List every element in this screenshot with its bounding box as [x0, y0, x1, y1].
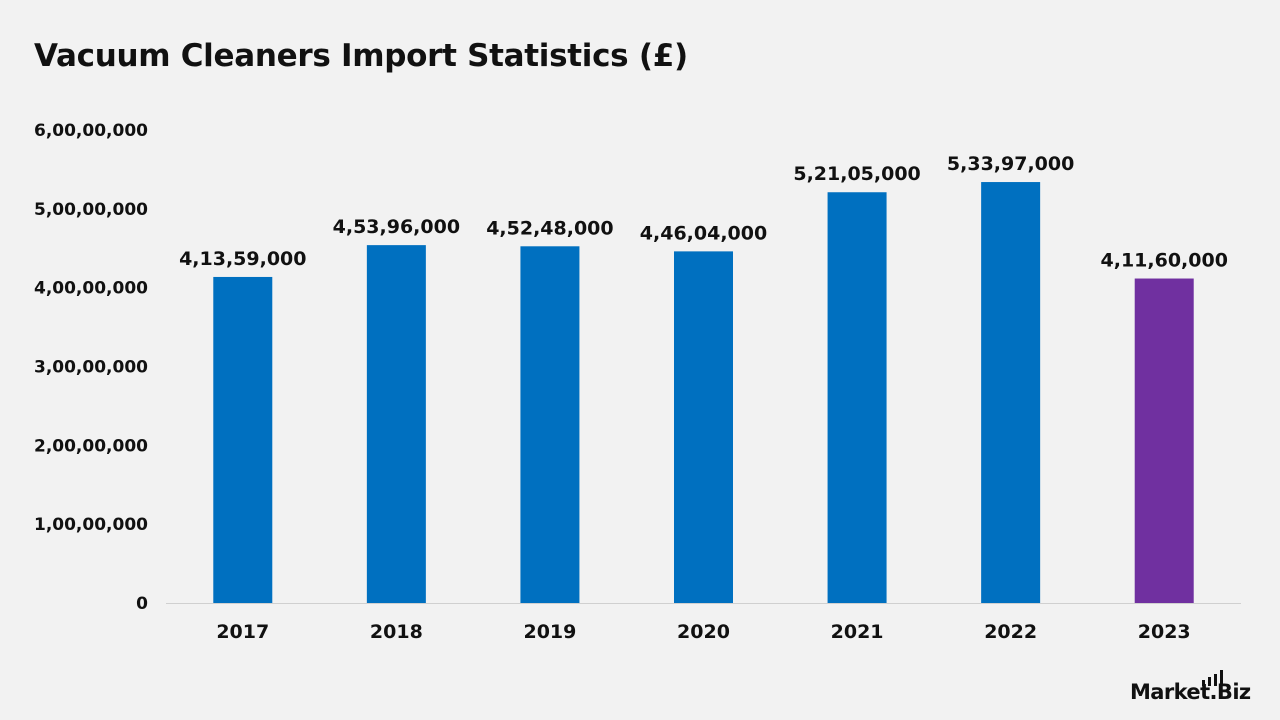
y-axis-tick-labels: 0 1,00,00,000 2,00,00,000 3,00,00,000 4,00,0…: [34, 121, 148, 614]
value-label-2018: 4,53,96,000: [333, 216, 460, 238]
value-label-2020: 4,46,04,000: [640, 222, 767, 244]
value-label-2022: 5,33,97,000: [947, 153, 1074, 175]
bar-2019: [520, 246, 580, 604]
y-tick-label: 6,00,00,000: [34, 121, 148, 141]
category-label-2018: 2018: [370, 621, 423, 643]
bar-2018: [366, 245, 426, 603]
bar-2017: [213, 276, 273, 603]
category-label-2021: 2021: [831, 621, 884, 643]
chart-title: Vacuum Cleaners Import Statistics (£): [34, 38, 688, 74]
y-tick-label: 0: [136, 594, 148, 614]
category-label-2019: 2019: [523, 621, 576, 643]
value-label-2021: 5,21,05,000: [793, 163, 920, 185]
value-label-2017: 4,13,59,000: [179, 248, 306, 270]
y-tick-label: 4,00,00,000: [34, 279, 148, 299]
signal-bars-icon: [1202, 670, 1223, 686]
bar-2023: [1134, 278, 1194, 603]
category-label-2017: 2017: [216, 621, 269, 643]
y-tick-label: 2,00,00,000: [34, 436, 148, 456]
category-label-2023: 2023: [1138, 621, 1191, 643]
bars: [213, 182, 1194, 604]
y-tick-label: 1,00,00,000: [34, 515, 148, 535]
bar-2021: [827, 192, 887, 603]
value-labels: 4,13,59,000 4,53,96,000 4,52,48,000 4,46,04…: [179, 153, 1228, 271]
bar-2020: [674, 251, 733, 603]
category-label-2020: 2020: [677, 621, 730, 643]
category-label-2022: 2022: [984, 621, 1037, 643]
y-tick-label: 3,00,00,000: [34, 358, 148, 378]
bar-2022: [981, 182, 1041, 603]
x-axis-category-labels: 2017 2018 2019 2020 2021 2022 2023: [216, 621, 1190, 643]
value-label-2023: 4,11,60,000: [1101, 250, 1228, 272]
y-tick-label: 5,00,00,000: [34, 200, 148, 220]
brand-logo: Market.Biz: [1130, 670, 1251, 710]
brand-name: Market: [1130, 680, 1210, 704]
value-label-2019: 4,52,48,000: [486, 217, 613, 239]
